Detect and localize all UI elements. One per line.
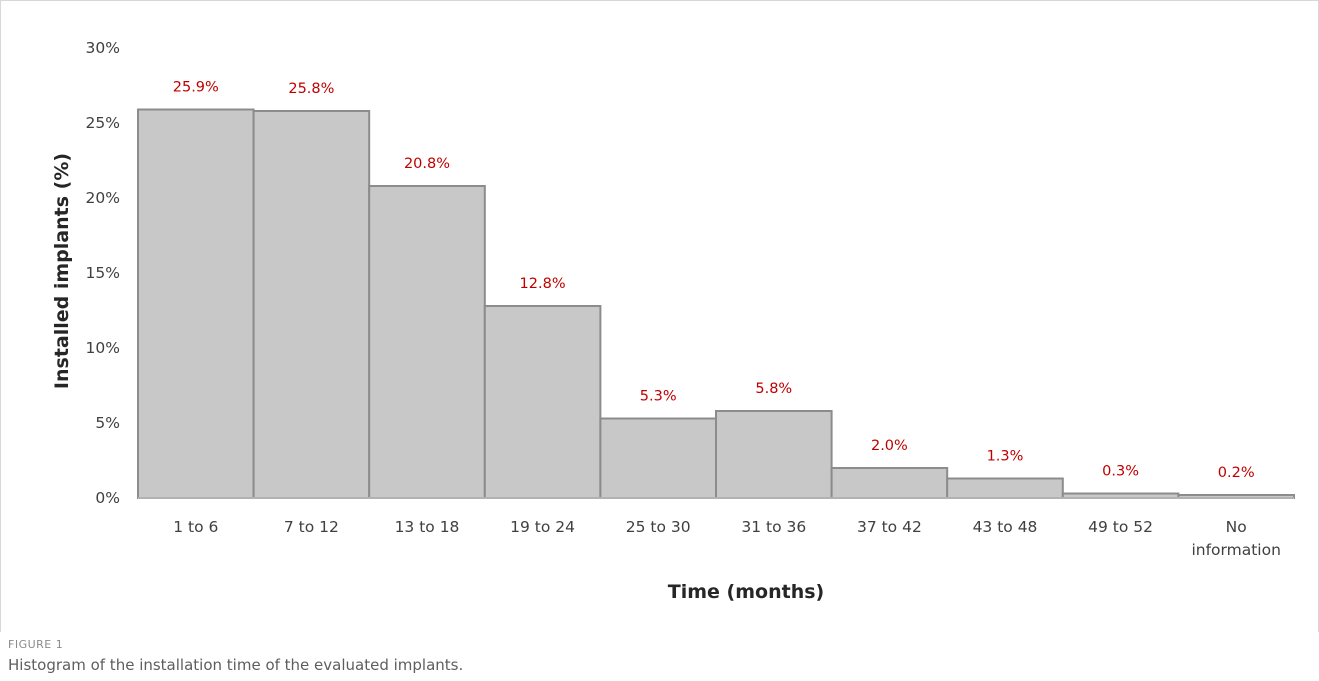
bar [830, 467, 949, 499]
data-label: 2.0% [871, 438, 908, 454]
bar [715, 410, 833, 499]
data-label: 12.8% [520, 276, 566, 292]
x-tick-label: 1 to 6 [173, 518, 218, 536]
bar [599, 417, 718, 499]
x-tick-label: 37 to 42 [857, 518, 922, 536]
x-tick-label: 43 to 48 [973, 518, 1038, 536]
bar [483, 305, 602, 499]
data-label: 0.2% [1218, 465, 1255, 481]
x-tick-label: 31 to 36 [741, 518, 806, 536]
x-tick-label: 49 to 52 [1088, 518, 1153, 536]
x-tick-label: 7 to 12 [284, 518, 339, 536]
y-axis-title: Installed implants (%) [51, 153, 73, 389]
y-tick-label: 20% [86, 189, 120, 207]
y-axis: 0% 5% 10% 15% 20% 25% 30% [86, 39, 120, 507]
y-tick-label: 25% [86, 114, 120, 132]
x-axis-title: Time (months) [668, 581, 824, 603]
y-tick-label: 30% [86, 39, 120, 57]
data-label: 5.3% [640, 389, 677, 405]
y-tick-label: 10% [86, 339, 120, 357]
data-label: 20.8% [404, 156, 450, 172]
x-tick-label: 19 to 24 [510, 518, 575, 536]
figure-label: FIGURE 1 [8, 638, 64, 651]
y-tick-label: 5% [95, 414, 120, 432]
x-tick-label: 13 to 18 [395, 518, 460, 536]
bars-group [137, 108, 1296, 499]
bar [137, 108, 255, 499]
histogram-chart: 0% 5% 10% 15% 20% 25% 30% 25.9% 25.8% 20.8% 12.8%… [51, 39, 1296, 603]
data-label: 1.3% [987, 449, 1024, 465]
data-labels-group: 25.9% 25.8% 20.8% 12.8% 5.3% 5.8% 2.0% 1.3% 0.3%… [173, 80, 1255, 482]
data-label: 0.3% [1102, 464, 1139, 480]
x-tick-label: 25 to 30 [626, 518, 691, 536]
data-label: 25.9% [173, 80, 219, 96]
data-label: 25.8% [288, 81, 334, 97]
y-tick-label: 15% [86, 264, 120, 282]
x-axis: 1 to 6 7 to 12 13 to 18 19 to 24 25 to 30 31 … [173, 518, 1281, 559]
figure-caption: Histogram of the installation time of th… [8, 656, 464, 674]
bar [946, 477, 1064, 499]
data-label: 5.8% [755, 381, 792, 397]
bar [252, 110, 371, 499]
y-tick-label: 0% [95, 489, 120, 507]
bar [368, 185, 486, 499]
x-tick-label: No information [1191, 518, 1280, 559]
